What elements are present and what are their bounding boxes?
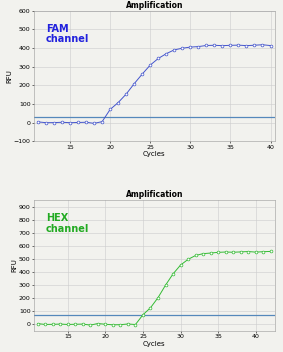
- X-axis label: Cycles: Cycles: [143, 341, 166, 347]
- Text: HEX
channel: HEX channel: [46, 213, 89, 234]
- Text: FAM
channel: FAM channel: [46, 24, 89, 44]
- Title: Amplification: Amplification: [125, 1, 183, 10]
- Y-axis label: RFU: RFU: [11, 259, 17, 272]
- Y-axis label: RFU: RFU: [6, 69, 12, 83]
- Title: Amplification: Amplification: [125, 190, 183, 199]
- X-axis label: Cycles: Cycles: [143, 151, 166, 157]
